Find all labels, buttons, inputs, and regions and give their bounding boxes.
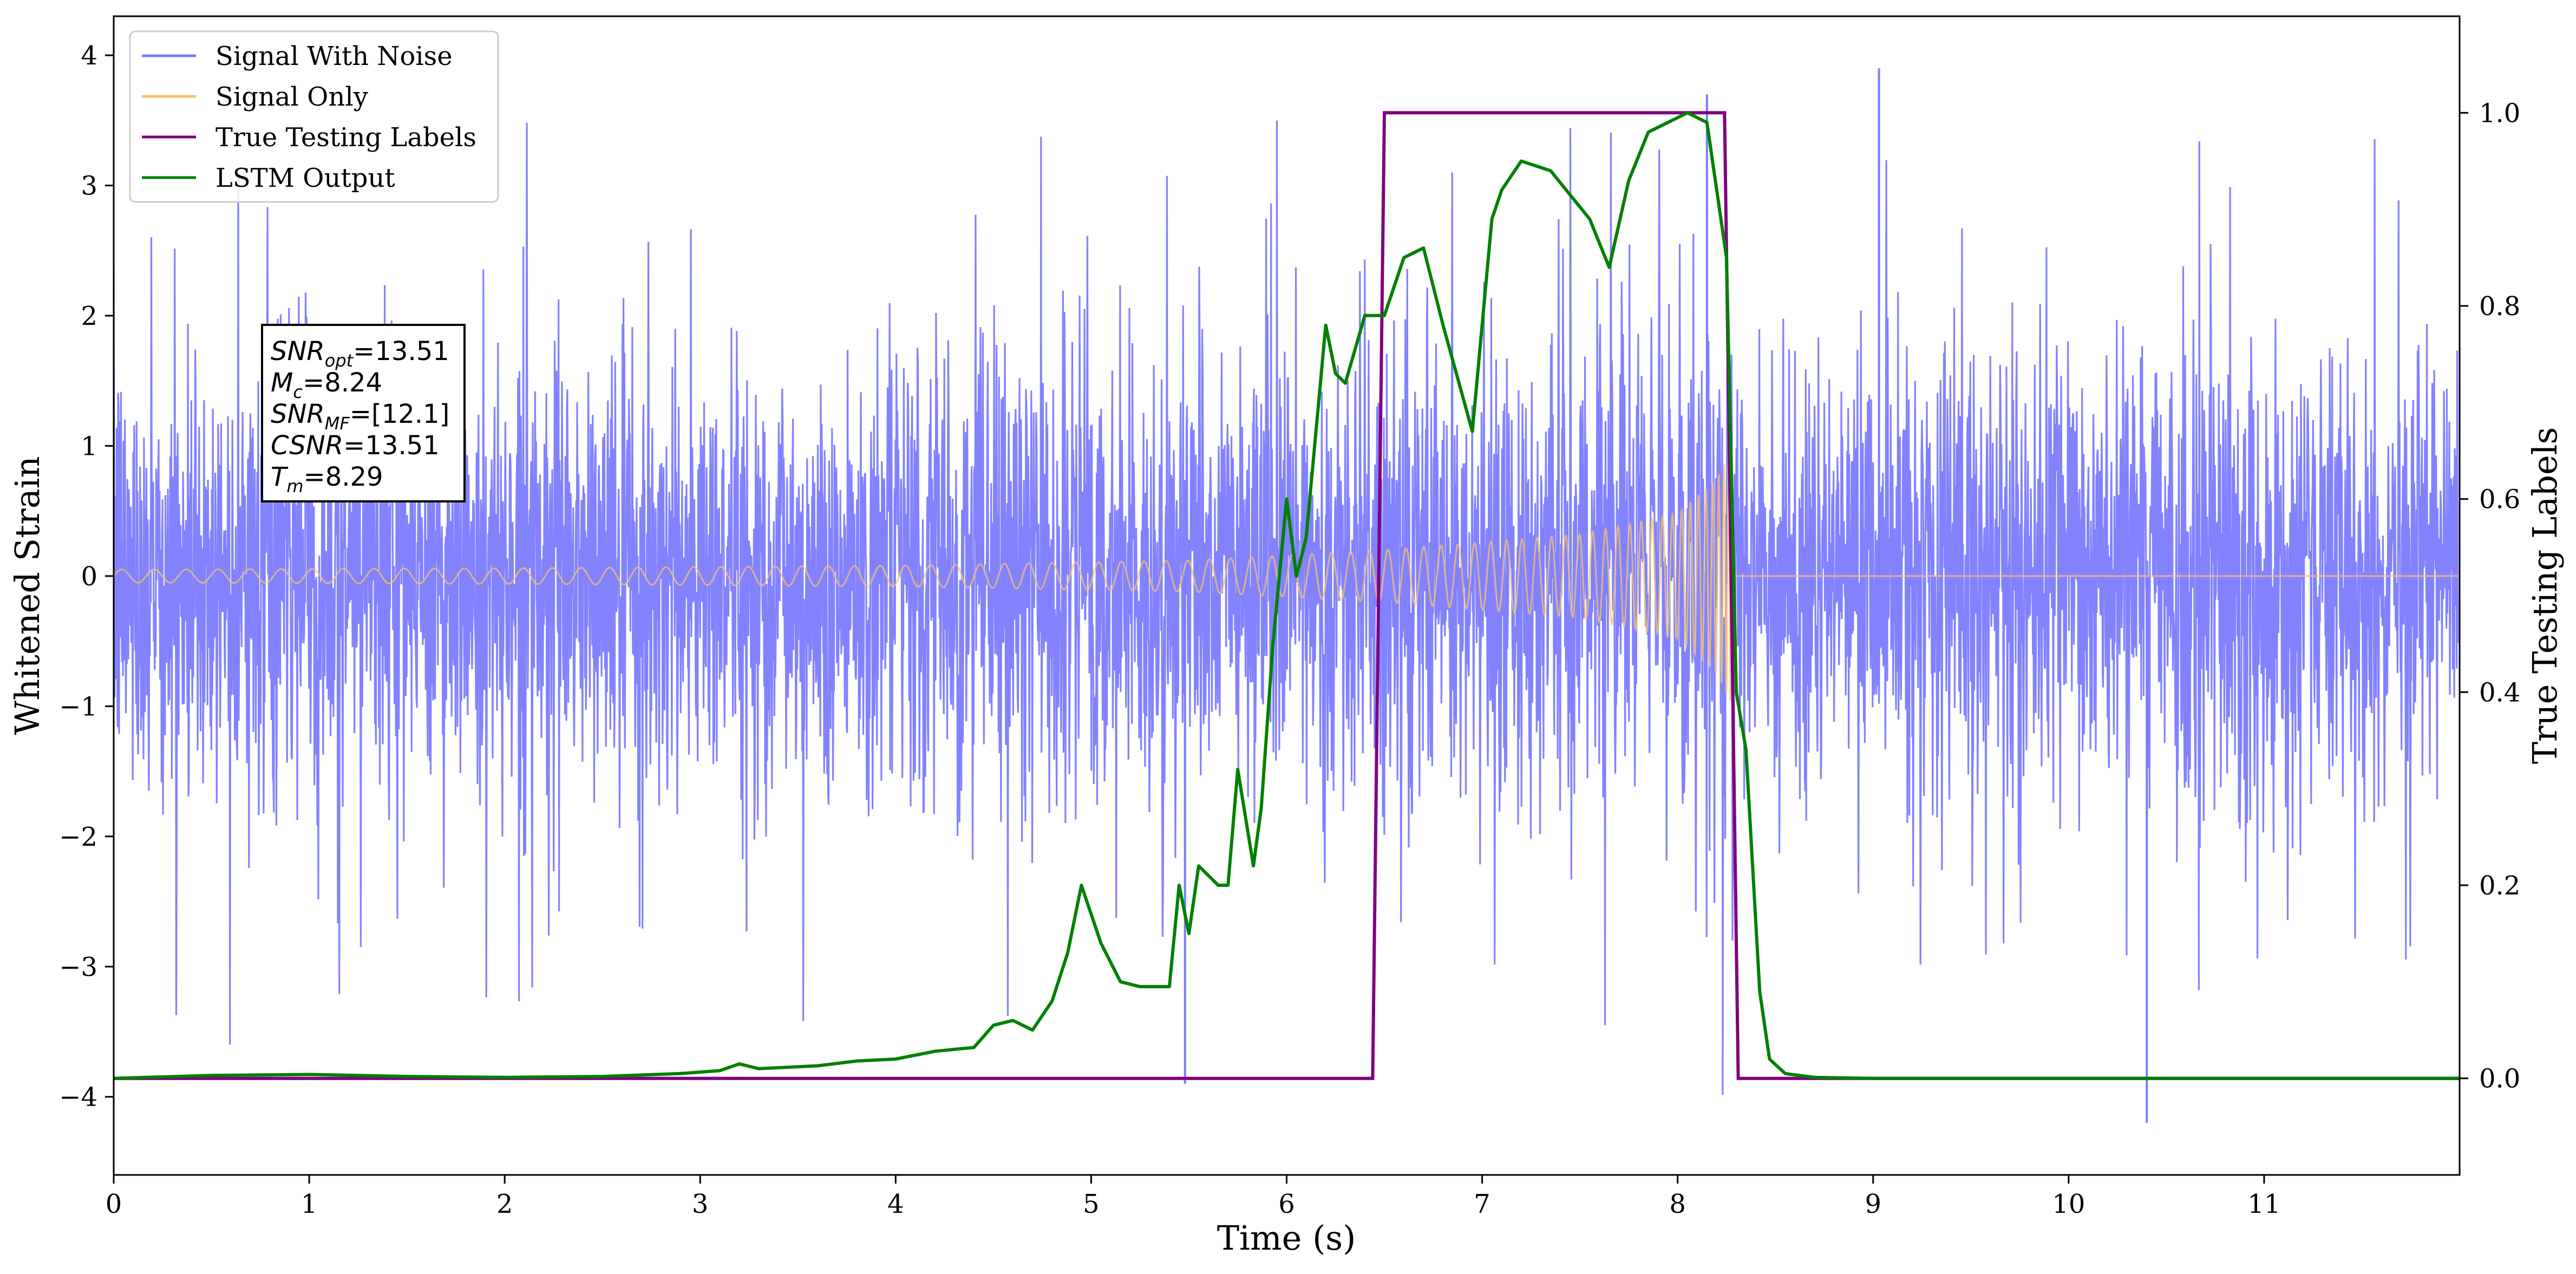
- x-axis-ticks: 0 1 2 3 4 5 6 7 8 9 10 11: [106, 1175, 2280, 1219]
- legend-box: [129, 30, 499, 203]
- y2-axis-ticks: 0.0 0.2 0.4 0.6 0.8 1.0: [2460, 98, 2520, 1094]
- y-axis-label: Whitened Strain: [8, 456, 47, 735]
- y2-tick-label: 0.4: [2479, 677, 2520, 708]
- y2-tick-label: 0.2: [2479, 871, 2520, 901]
- annotation-line: SNRopt=13.51: [271, 336, 449, 371]
- y-tick-label: −1: [59, 691, 97, 722]
- annotation-line: Tm=8.29: [271, 462, 383, 496]
- y2-tick-label: 1.0: [2479, 98, 2520, 128]
- y-tick-label: −3: [59, 952, 97, 982]
- y2-axis-label: True Testing Labels: [2525, 427, 2565, 765]
- y-tick-label: 2: [81, 301, 97, 331]
- x-tick-label: 2: [496, 1189, 513, 1219]
- legend-label: Signal With Noise: [215, 41, 453, 71]
- lstm-output-line: [114, 111, 2460, 1080]
- parameter-annotation-box: SNRopt=13.51Mc=8.24SNRMF=[12.1]CSNR=13.5…: [261, 324, 466, 502]
- legend-label: Signal Only: [215, 82, 368, 112]
- annotation-line: Mc=8.24: [271, 368, 382, 402]
- lstm-output-layer: [114, 111, 2460, 1080]
- x-tick-label: 0: [106, 1189, 122, 1219]
- x-tick-label: 11: [2247, 1189, 2280, 1219]
- legend: Signal With Noise Signal Only True Testing…: [129, 30, 499, 203]
- y-tick-label: 3: [81, 171, 97, 201]
- y-tick-label: −4: [59, 1082, 97, 1113]
- annotation-line: SNRMF=[12.1]: [271, 399, 449, 434]
- y-axis-ticks: −4 −3 −2 −1 0 1 2 3 4: [59, 41, 114, 1113]
- x-tick-label: 4: [887, 1189, 904, 1219]
- y-tick-label: 1: [81, 431, 97, 461]
- annotation-line: CSNR=13.51: [271, 430, 440, 461]
- x-tick-label: 1: [301, 1189, 318, 1219]
- y-tick-label: 4: [81, 41, 97, 71]
- y-tick-label: 0: [81, 561, 97, 592]
- y-tick-label: −2: [59, 822, 97, 852]
- annotation-frame: [261, 324, 466, 502]
- y2-tick-label: 0.6: [2479, 485, 2520, 515]
- x-tick-label: 9: [1865, 1189, 1881, 1219]
- x-axis-label: Time (s): [1217, 1218, 1356, 1258]
- legend-label: LSTM Output: [215, 163, 395, 193]
- signal-only-line: [114, 447, 2458, 704]
- x-tick-label: 10: [2052, 1189, 2085, 1219]
- x-tick-label: 3: [692, 1189, 709, 1219]
- y2-tick-label: 0.0: [2479, 1064, 2520, 1094]
- legend-label: True Testing Labels: [215, 122, 476, 153]
- x-tick-label: 8: [1669, 1189, 1686, 1219]
- x-tick-label: 6: [1278, 1189, 1295, 1219]
- y2-tick-label: 0.8: [2479, 291, 2520, 322]
- x-tick-label: 5: [1083, 1189, 1100, 1219]
- x-tick-label: 7: [1474, 1189, 1490, 1219]
- signal-only-layer: [114, 447, 2458, 704]
- signal-with-noise-line: [114, 120, 2459, 1095]
